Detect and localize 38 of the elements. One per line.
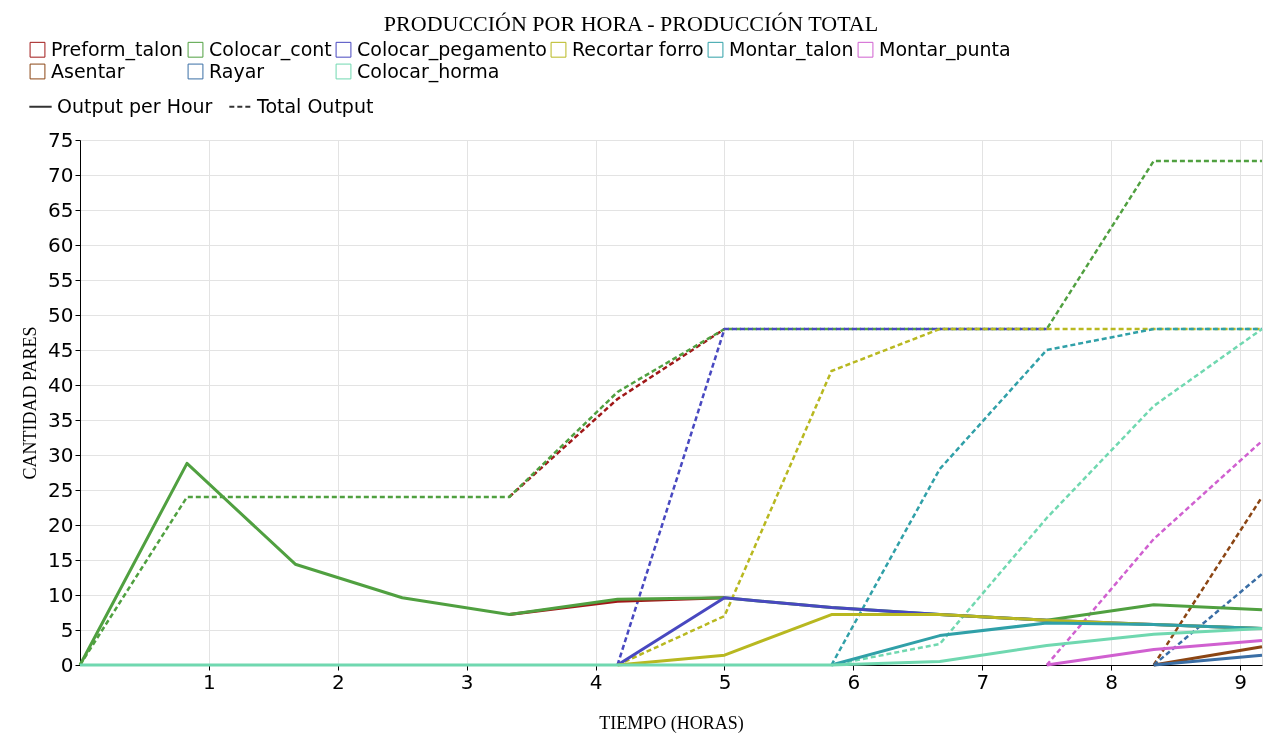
legend-label: Colocar_cont bbox=[209, 37, 332, 61]
x-tick-label: 7 bbox=[976, 669, 990, 694]
legend-label: Rayar bbox=[209, 59, 265, 82]
legend-label: Montar_punta bbox=[879, 37, 1011, 61]
y-tick-label: 50 bbox=[48, 302, 74, 327]
y-tick-label: 45 bbox=[48, 337, 74, 362]
y-tick-label: 25 bbox=[48, 477, 74, 502]
x-tick-label: 4 bbox=[589, 669, 603, 694]
x-tick-label: 3 bbox=[460, 669, 474, 694]
y-tick-label: 65 bbox=[48, 197, 74, 222]
text: Output per Hour bbox=[57, 94, 213, 117]
y-tick-label: 35 bbox=[48, 407, 74, 432]
x-tick-label: 2 bbox=[331, 669, 345, 694]
x-tick-label: 6 bbox=[847, 669, 861, 694]
legend-label: Asentar bbox=[51, 59, 125, 82]
x-tick-label: 9 bbox=[1234, 669, 1247, 694]
x-axis-title: TIEMPO (HORAS) bbox=[599, 712, 744, 734]
y-axis-title: CANTIDAD PARES bbox=[20, 326, 41, 480]
x-tick-label: 5 bbox=[718, 669, 732, 694]
y-tick-label: 5 bbox=[60, 617, 74, 642]
y-tick-label: 0 bbox=[60, 652, 74, 677]
chart-title: PRODUCCIÓN POR HORA - PRODUCCIÓN TOTAL bbox=[383, 11, 879, 36]
x-tick-label: 8 bbox=[1105, 669, 1119, 694]
y-tick-label: 70 bbox=[48, 162, 74, 187]
text: Total Output bbox=[256, 94, 374, 117]
y-tick-label: 55 bbox=[48, 267, 74, 292]
y-tick-label: 60 bbox=[48, 232, 74, 257]
legend-label: Montar_talon bbox=[729, 37, 854, 61]
legend-label: Colocar_pegamento bbox=[357, 37, 547, 61]
x-tick-label: 1 bbox=[203, 669, 216, 694]
y-tick-label: 30 bbox=[48, 442, 74, 467]
y-tick-label: 75 bbox=[48, 127, 74, 152]
y-tick-label: 40 bbox=[48, 372, 74, 397]
legend-label: Preform_talon bbox=[51, 37, 184, 61]
y-tick-label: 10 bbox=[48, 582, 74, 607]
y-tick-label: 15 bbox=[48, 547, 74, 572]
legend-label: Recortar forro bbox=[572, 37, 704, 60]
y-tick-label: 20 bbox=[48, 512, 74, 537]
